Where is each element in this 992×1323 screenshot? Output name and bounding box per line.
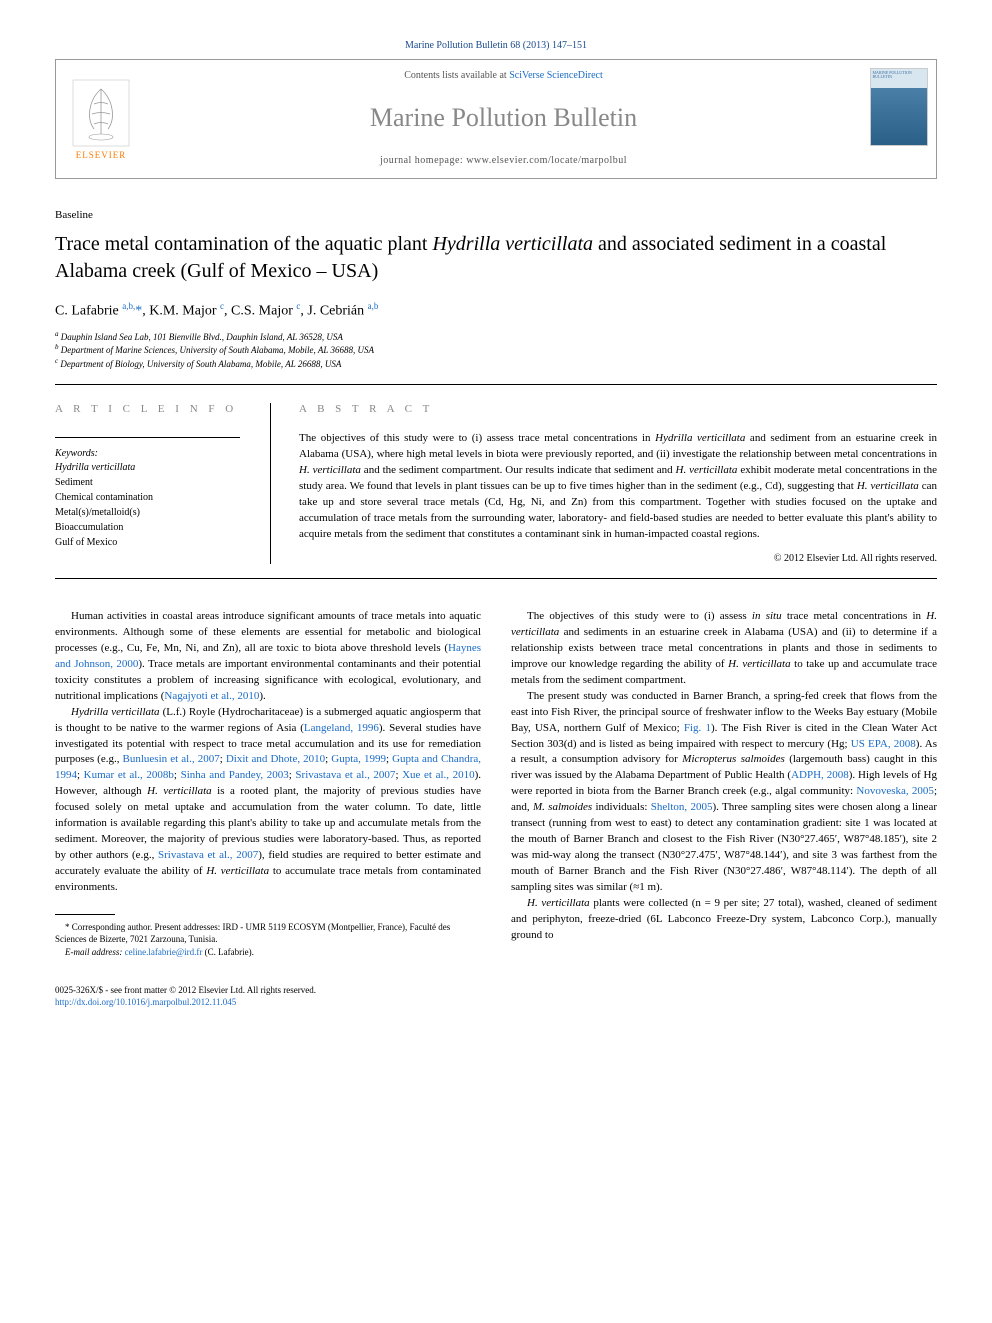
title-species: Hydrilla verticillata — [432, 233, 593, 255]
keyword: Hydrilla verticillata — [55, 460, 240, 475]
journal-header: ELSEVIER Contents lists available at Sci… — [55, 59, 937, 179]
article-title: Trace metal contamination of the aquatic… — [55, 231, 937, 285]
title-part-a: Trace metal contamination of the aquatic… — [55, 233, 432, 255]
elsevier-text: ELSEVIER — [76, 150, 127, 160]
keyword: Bioaccumulation — [55, 520, 240, 535]
body-paragraph: Hydrilla verticillata (L.f.) Royle (Hydr… — [55, 705, 481, 896]
body-paragraph: Human activities in coastal areas introd… — [55, 609, 481, 705]
keywords-list: Hydrilla verticillataSedimentChemical co… — [55, 460, 240, 550]
affiliation-line: a Dauphin Island Sea Lab, 101 Bienville … — [55, 330, 937, 344]
keyword: Metal(s)/metalloid(s) — [55, 505, 240, 520]
citation: Marine Pollution Bulletin 68 (2013) 147–… — [55, 40, 937, 51]
homepage-prefix: journal homepage: — [380, 155, 466, 166]
abstract-text: The objectives of this study were to (i)… — [299, 431, 937, 543]
doi-link[interactable]: http://dx.doi.org/10.1016/j.marpolbul.20… — [55, 997, 236, 1007]
keyword: Chemical contamination — [55, 490, 240, 505]
keyword: Sediment — [55, 475, 240, 490]
homepage-url[interactable]: www.elsevier.com/locate/marpolbul — [466, 155, 627, 166]
keyword: Gulf of Mexico — [55, 535, 240, 550]
email-suffix: (C. Lafabrie). — [202, 947, 253, 957]
authors: C. Lafabrie a,b,*, K.M. Major c, C.S. Ma… — [55, 301, 937, 320]
email-link[interactable]: celine.lafabrie@ird.fr — [125, 947, 203, 957]
affiliations: a Dauphin Island Sea Lab, 101 Bienville … — [55, 330, 937, 371]
journal-homepage: journal homepage: www.elsevier.com/locat… — [380, 155, 627, 166]
body-left-column: Human activities in coastal areas introd… — [55, 609, 481, 959]
email-footnote: E-mail address: celine.lafabrie@ird.fr (… — [55, 946, 481, 959]
affiliation-line: b Department of Marine Sciences, Univers… — [55, 343, 937, 357]
contents-available: Contents lists available at SciVerse Sci… — [404, 70, 603, 81]
sciencedirect-link[interactable]: SciVerse ScienceDirect — [509, 70, 603, 81]
abstract-copyright: © 2012 Elsevier Ltd. All rights reserved… — [299, 553, 937, 564]
journal-title: Marine Pollution Bulletin — [370, 103, 637, 133]
body-right-column: The objectives of this study were to (i)… — [511, 609, 937, 959]
cover-label: MARINE POLLUTION BULLETIN — [873, 71, 925, 80]
section-label: Baseline — [55, 209, 937, 221]
abstract-heading: A B S T R A C T — [299, 403, 937, 415]
elsevier-logo: ELSEVIER — [56, 60, 146, 178]
elsevier-tree-icon — [71, 78, 131, 148]
article-info-heading: A R T I C L E I N F O — [55, 403, 240, 415]
footer: 0025-326X/$ - see front matter © 2012 El… — [55, 984, 937, 1009]
body-paragraph: H. verticillata plants were collected (n… — [511, 896, 937, 944]
journal-cover-thumb: MARINE POLLUTION BULLETIN — [861, 60, 936, 178]
keywords-label: Keywords: — [55, 448, 240, 459]
body-paragraph: The present study was conducted in Barne… — [511, 689, 937, 896]
email-label: E-mail address: — [65, 947, 125, 957]
corresponding-author-footnote: * Corresponding author. Present addresse… — [55, 921, 481, 946]
affiliation-line: c Department of Biology, University of S… — [55, 357, 937, 371]
body-paragraph: The objectives of this study were to (i)… — [511, 609, 937, 689]
contents-prefix: Contents lists available at — [404, 70, 509, 81]
footer-copyright: 0025-326X/$ - see front matter © 2012 El… — [55, 984, 937, 997]
